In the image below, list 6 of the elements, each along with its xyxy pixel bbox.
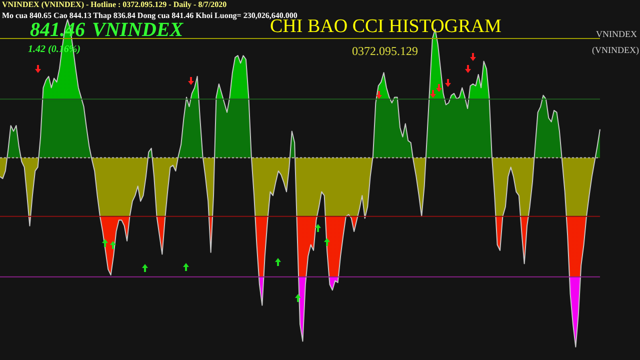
text: VNINDEX (VNINDEX) - Hotline : 0372.095.129 - Daily - 8/7/2020 xyxy=(2,0,227,9)
annotation: (VNINDEX) xyxy=(592,45,639,55)
annotation: Mo cua 840.65 Cao 844.13 Thap 836.84 Dong cua 841.46 Khoi Luong= 230,026,640.000 xyxy=(2,11,298,20)
text: 0372.095.129 xyxy=(351,44,419,59)
annotation: VNINDEX xyxy=(92,19,184,41)
annotation: VNINDEX xyxy=(596,29,637,39)
